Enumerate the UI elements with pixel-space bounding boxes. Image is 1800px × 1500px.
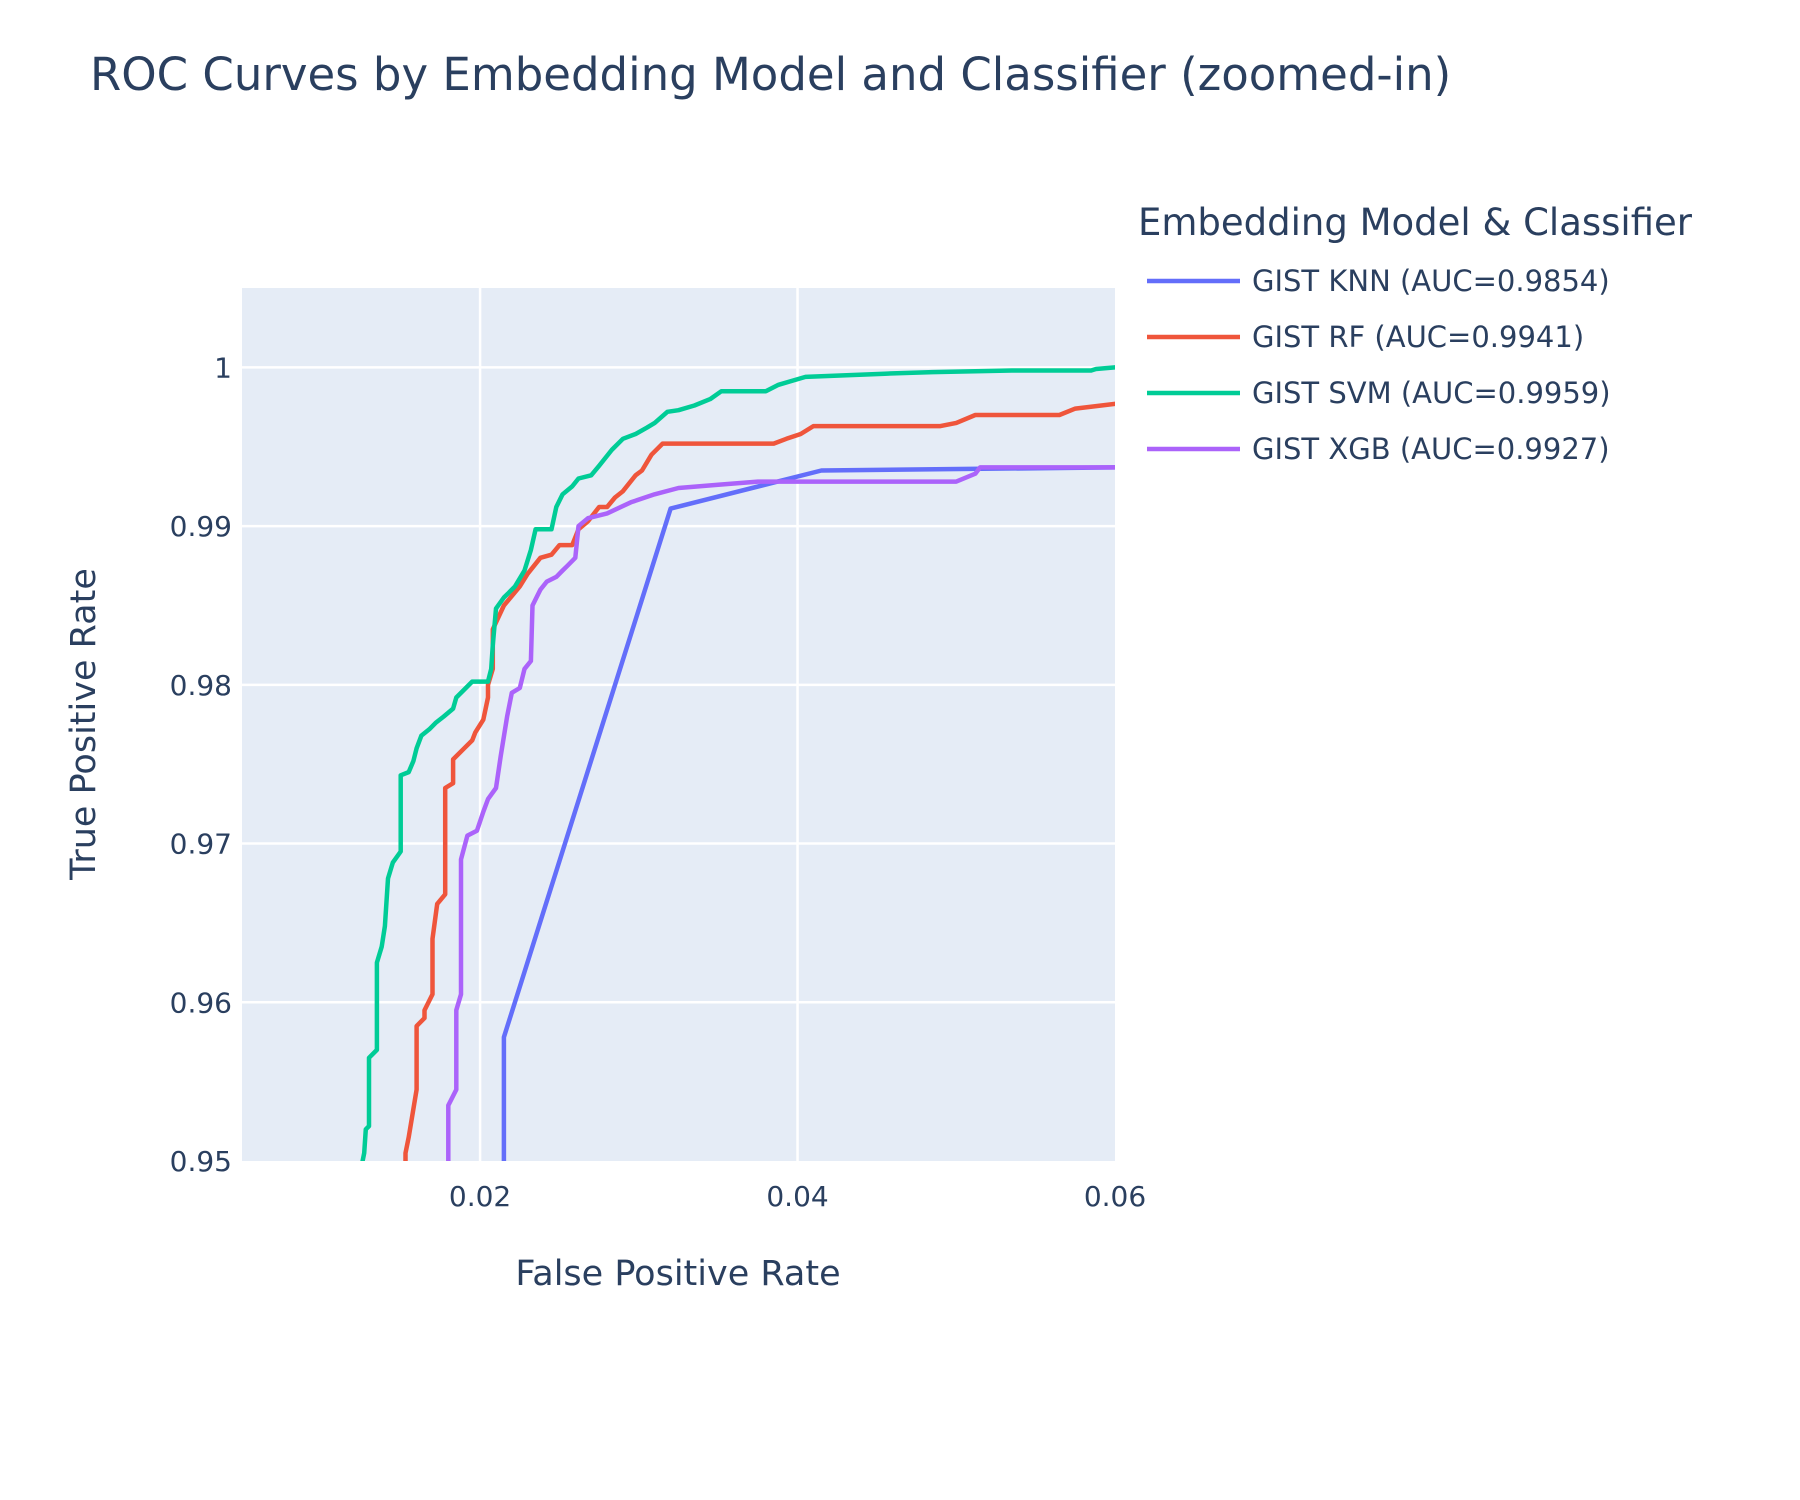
x-tick-label: 0.06 <box>1084 1180 1146 1213</box>
series-line-2 <box>360 365 1115 1161</box>
y-axis-title: True Positive Rate <box>64 568 104 881</box>
plot-area <box>242 288 1115 1161</box>
series-line-3 <box>446 465 1115 1161</box>
chart-title: ROC Curves by Embedding Model and Classi… <box>90 48 1451 101</box>
x-tick-labels: 0.02 0.04 0.06 <box>449 1180 1146 1213</box>
legend-label-2: GIST SVM (AUC=0.9959) <box>1252 376 1611 410</box>
x-tick-label: 0.04 <box>766 1180 828 1213</box>
x-tick-label: 0.02 <box>449 1180 511 1213</box>
legend-title: Embedding Model & Classifier <box>1138 201 1693 244</box>
y-tick-label: 0.99 <box>170 510 232 543</box>
legend: Embedding Model & Classifier GIST KNN (A… <box>1138 201 1693 466</box>
y-tick-label: 0.96 <box>170 986 232 1019</box>
series-line-0 <box>501 465 1115 1161</box>
legend-label-1: GIST RF (AUC=0.9941) <box>1252 320 1584 354</box>
legend-label-0: GIST KNN (AUC=0.9854) <box>1252 264 1610 298</box>
y-tick-label: 0.95 <box>170 1145 232 1178</box>
y-tick-label: 0.97 <box>170 828 232 861</box>
x-axis-title: False Positive Rate <box>515 1254 840 1294</box>
series-line-1 <box>403 401 1115 1161</box>
y-tick-label: 1 <box>214 351 232 384</box>
series-lines <box>360 365 1115 1161</box>
y-tick-labels: 0.95 0.96 0.97 0.98 0.99 1 <box>170 351 232 1178</box>
y-tick-label: 0.98 <box>170 669 232 702</box>
legend-label-3: GIST XGB (AUC=0.9927) <box>1252 432 1610 466</box>
